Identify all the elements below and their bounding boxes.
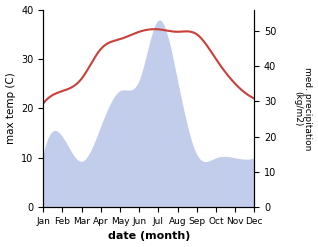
Y-axis label: max temp (C): max temp (C) [5, 72, 16, 144]
X-axis label: date (month): date (month) [107, 231, 190, 242]
Y-axis label: med. precipitation
(kg/m2): med. precipitation (kg/m2) [293, 67, 313, 150]
